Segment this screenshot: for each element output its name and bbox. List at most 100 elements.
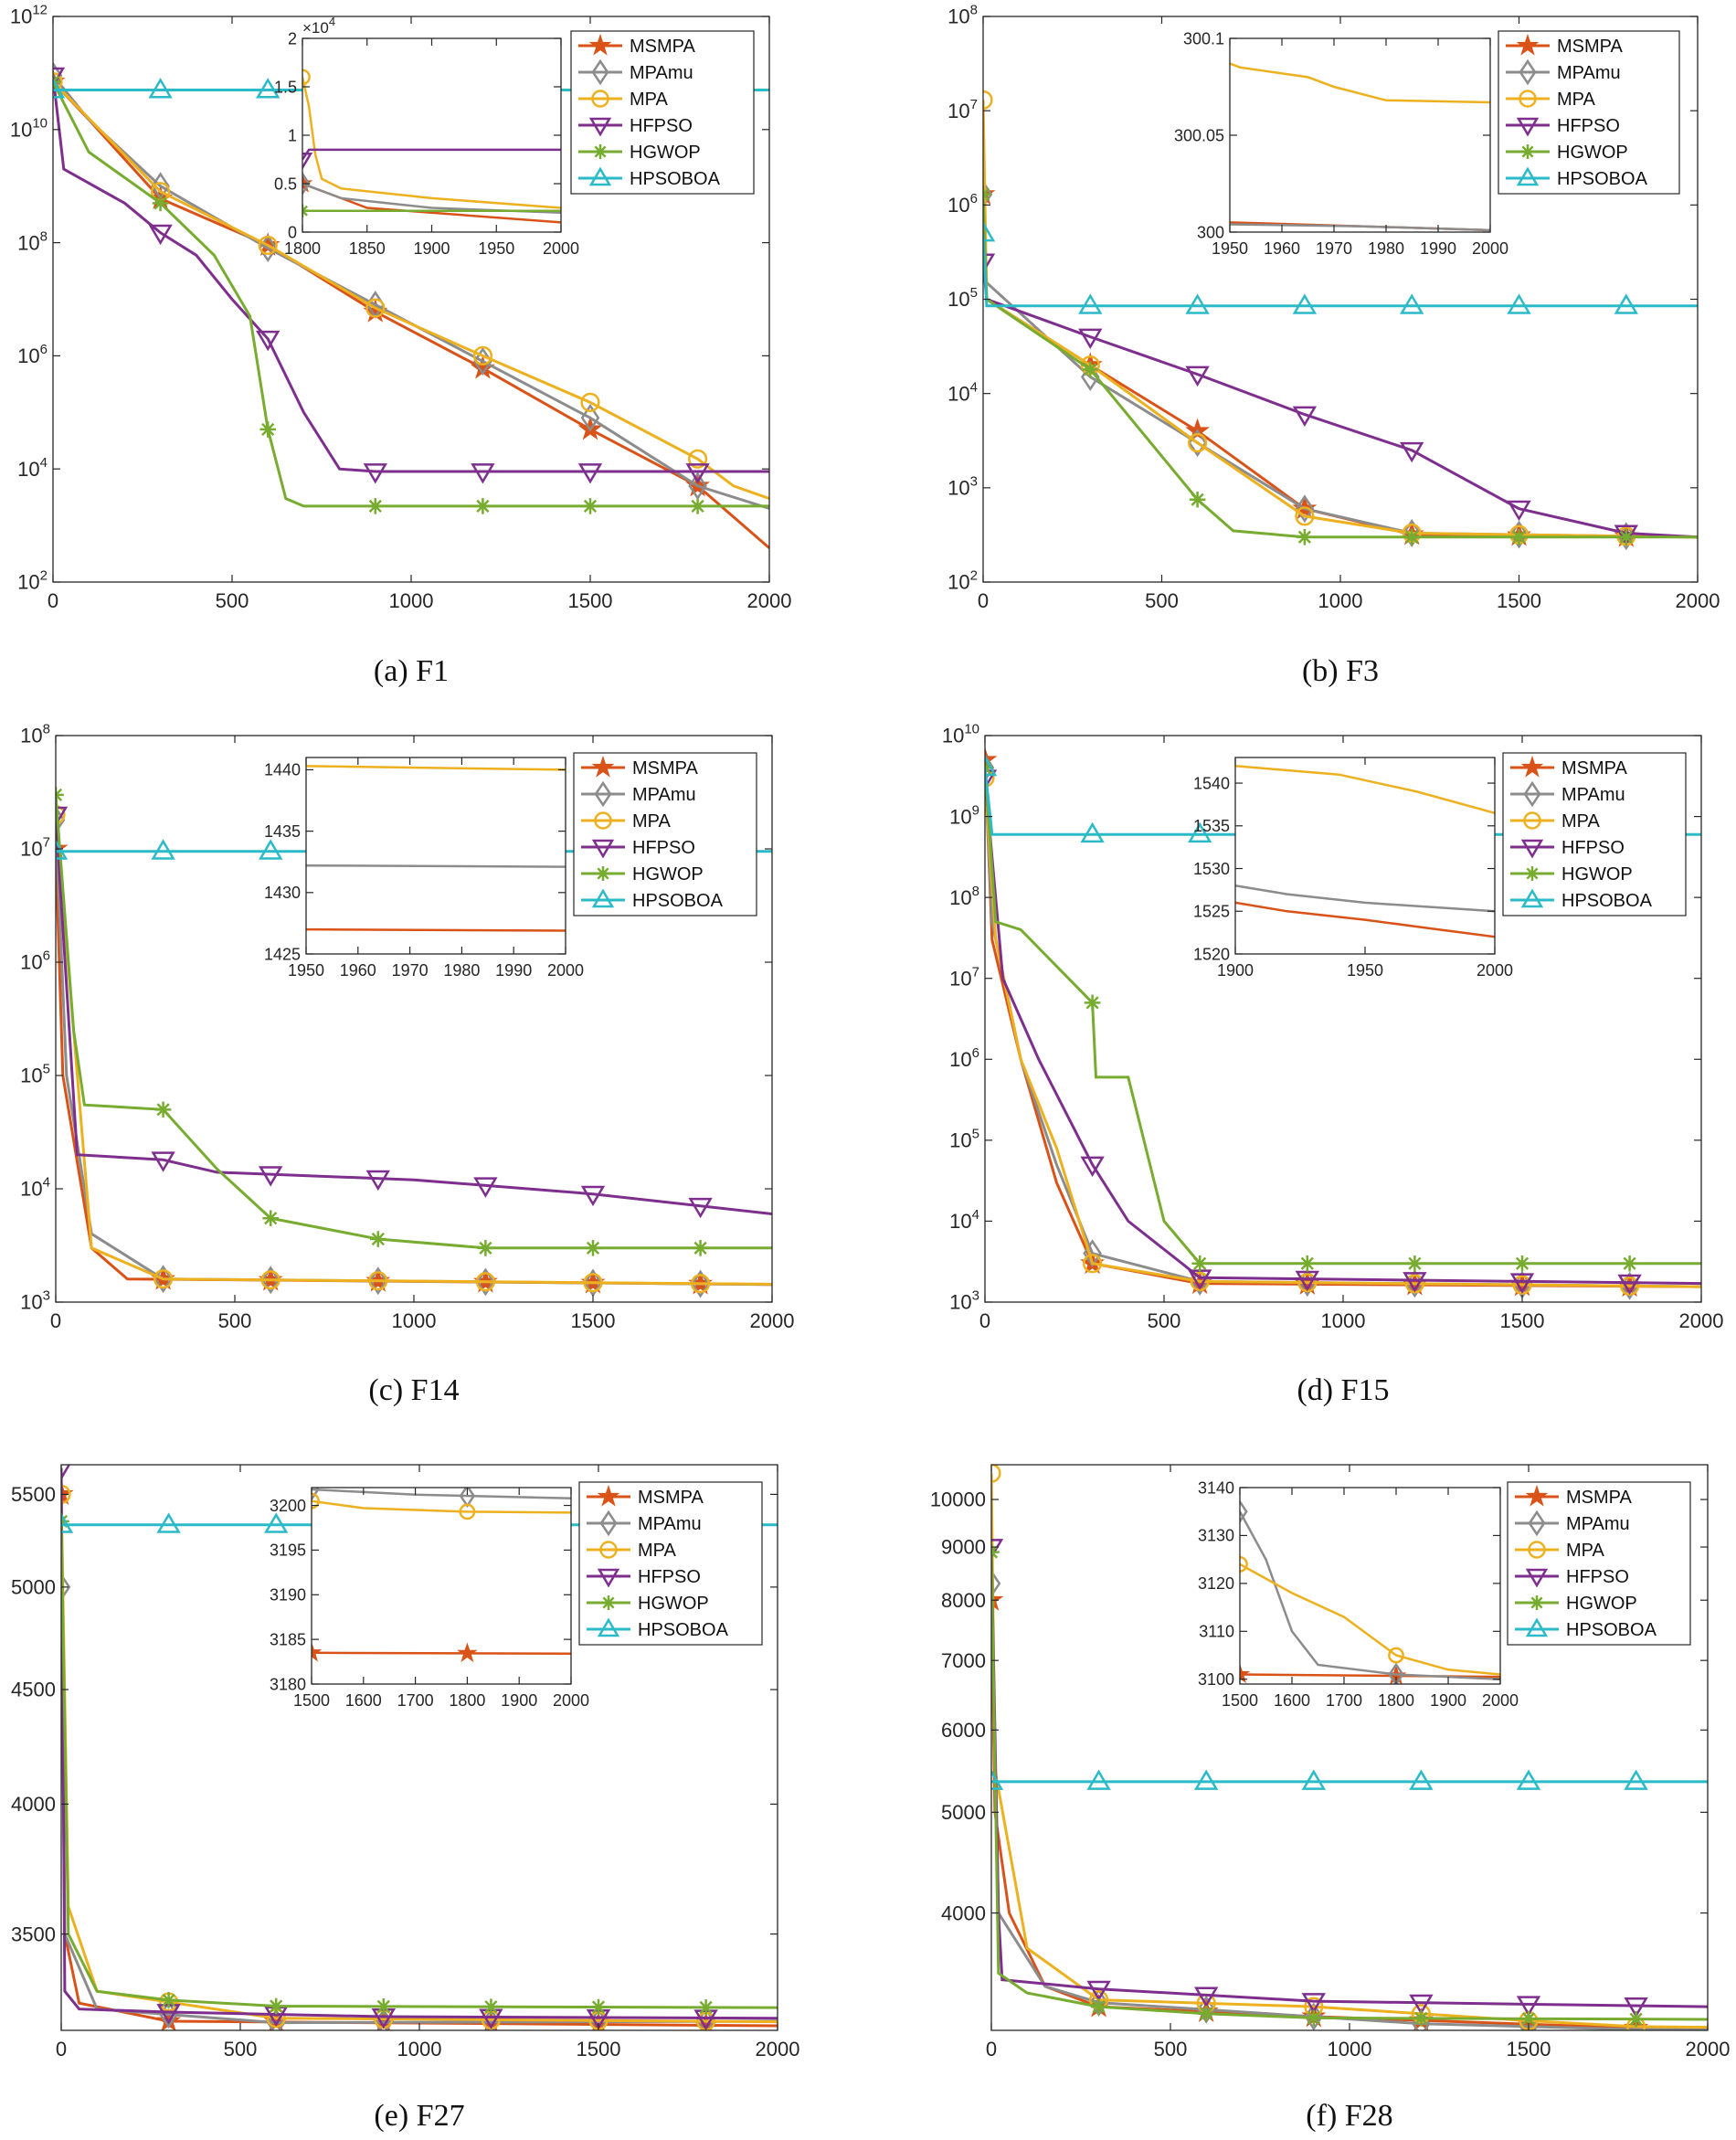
x-tick-label: 1800 (1378, 1691, 1414, 1710)
legend-item: HPSOBOA (587, 1617, 729, 1640)
circle-marker (368, 1271, 388, 1291)
exponent: 6 (43, 948, 50, 964)
legend-label: HPSOBOA (1566, 1620, 1657, 1640)
triangle-down-marker (473, 1177, 498, 1198)
exponent: 6 (40, 342, 48, 357)
exponent: 8 (970, 3, 978, 18)
circle-marker (475, 1272, 496, 1292)
subplot-caption: (d) F15 (1297, 1373, 1389, 1407)
legend-item: HGWOP (1506, 143, 1628, 163)
legend-item: MPAmu (581, 780, 696, 808)
legend-label: HGWOP (1557, 143, 1628, 163)
series-group (306, 765, 566, 932)
x-tick-label: 1000 (389, 589, 434, 612)
x-tick-label: 1970 (1316, 239, 1352, 258)
circle-marker (580, 392, 600, 412)
x-tick-label: 2000 (756, 2038, 800, 2061)
exponent: 7 (972, 964, 979, 980)
plot-background (1235, 757, 1495, 954)
plot-background (312, 1488, 571, 1684)
legend-label: MSMPA (1561, 758, 1628, 779)
exponent: 3 (970, 474, 978, 490)
legend-item: HPSOBOA (578, 166, 721, 189)
exponent: 6 (972, 1045, 979, 1061)
legend-label: MSMPA (638, 1488, 704, 1508)
diamond-marker (1240, 1499, 1248, 1524)
x-tick-label: 500 (1145, 589, 1179, 612)
triangle-down-marker (363, 463, 387, 484)
triangle-up-marker (56, 839, 69, 860)
triangle-up-marker (597, 1617, 620, 1637)
exponent: 10 (32, 116, 48, 132)
exponent: 6 (970, 191, 978, 207)
series-line-hpsoboa (983, 233, 1698, 308)
exponent: 10 (964, 722, 979, 737)
legend-item: HPSOBOA (1510, 888, 1653, 911)
triangle-down-marker (1409, 1994, 1434, 2016)
x-tick-label: 1600 (345, 1691, 382, 1710)
subplot-caption: (f) F28 (1306, 2099, 1392, 2133)
x-tick-label: 1700 (397, 1691, 434, 1710)
legend-box (573, 752, 757, 916)
x-tick-label: 2000 (1676, 589, 1720, 612)
x-tick-label: 1800 (284, 239, 321, 258)
inset-plot: 1500 1600 1700 1800 1900 2000 3180 3185 3190 3195… (270, 1487, 589, 1710)
diamond-marker (1528, 1510, 1546, 1537)
subplot-caption: (b) F3 (1302, 654, 1379, 688)
inset-plot: 1900 1950 2000 1520 1525 1530 1535 1540 (1193, 757, 1513, 980)
legend-item: HFPSO (1506, 116, 1620, 137)
y-tick-label: 9000 (941, 1536, 986, 1559)
x-tick-label: 1990 (1420, 239, 1456, 258)
triangle-up-marker (591, 888, 615, 908)
exponent: 7 (43, 835, 50, 851)
diamond-marker (476, 1267, 495, 1297)
x-tick-label: 1900 (501, 1691, 537, 1710)
diamond-marker (1519, 58, 1537, 86)
legend-label: MPAmu (630, 63, 693, 83)
y-tick-label: 300 (1197, 223, 1224, 241)
asterisk-marker (697, 1999, 715, 2016)
legend: MSMPA MPAmu MPA HFPSO HGWOP HPSOBOA (570, 30, 755, 195)
legend-item: HGWOP (587, 1594, 709, 1614)
plot-background (302, 38, 561, 232)
y-tick-label: 3120 (1198, 1574, 1234, 1593)
triangle-up-marker (1624, 1769, 1648, 1790)
plot-background (1240, 1488, 1500, 1684)
asterisk-marker (582, 498, 598, 514)
asterisk-marker (154, 1101, 172, 1118)
x-tick-label: 1980 (1368, 239, 1404, 258)
x-tick-label: 1850 (349, 239, 386, 258)
x-tick-label: 1500 (1497, 589, 1541, 612)
triangle-up-marker (256, 78, 281, 99)
subplot-6: 0 500 1000 1500 2000 4000 5000 6000 7000 8000 9000… (930, 1464, 1730, 2133)
y-tick-label: 108 (20, 722, 50, 747)
circle-marker (472, 345, 493, 365)
legend-item: HFPSO (581, 838, 695, 859)
asterisk-marker (367, 498, 384, 514)
triangle-up-marker (61, 1512, 74, 1533)
triangle-up-marker (259, 839, 283, 860)
asterisk-marker (596, 866, 610, 881)
asterisk-marker (1627, 2010, 1645, 2028)
star-marker (1516, 33, 1540, 56)
x-tick-label: 1500 (1222, 1691, 1258, 1710)
y-tick-label: 102 (17, 568, 48, 594)
inset-plot: 1950 1960 1970 1980 1990 2000 1425 1430 1435 1440 (264, 757, 584, 980)
triangle-down-marker (1516, 117, 1540, 137)
triangle-down-marker (151, 1151, 175, 1172)
x-tick-label: 1500 (571, 1309, 616, 1332)
triangle-down-marker (1516, 1996, 1541, 2017)
x-tick-label: 0 (979, 1309, 990, 1332)
legend-item: MPA (578, 90, 669, 110)
triangle-down-marker (591, 839, 615, 859)
plot-background (306, 757, 566, 954)
y-tick-label: 4500 (11, 1679, 56, 1701)
inset-plot: 1500 1600 1700 1800 1900 2000 3100 3110 3120 3130… (1198, 1478, 1519, 1710)
y-tick-label: 5000 (11, 1576, 56, 1599)
exponent: 3 (972, 1288, 979, 1304)
legend-box (1498, 30, 1680, 195)
y-tick-label: 0 (288, 223, 297, 241)
circle-marker (594, 811, 612, 830)
axes-box (311, 1487, 572, 1685)
